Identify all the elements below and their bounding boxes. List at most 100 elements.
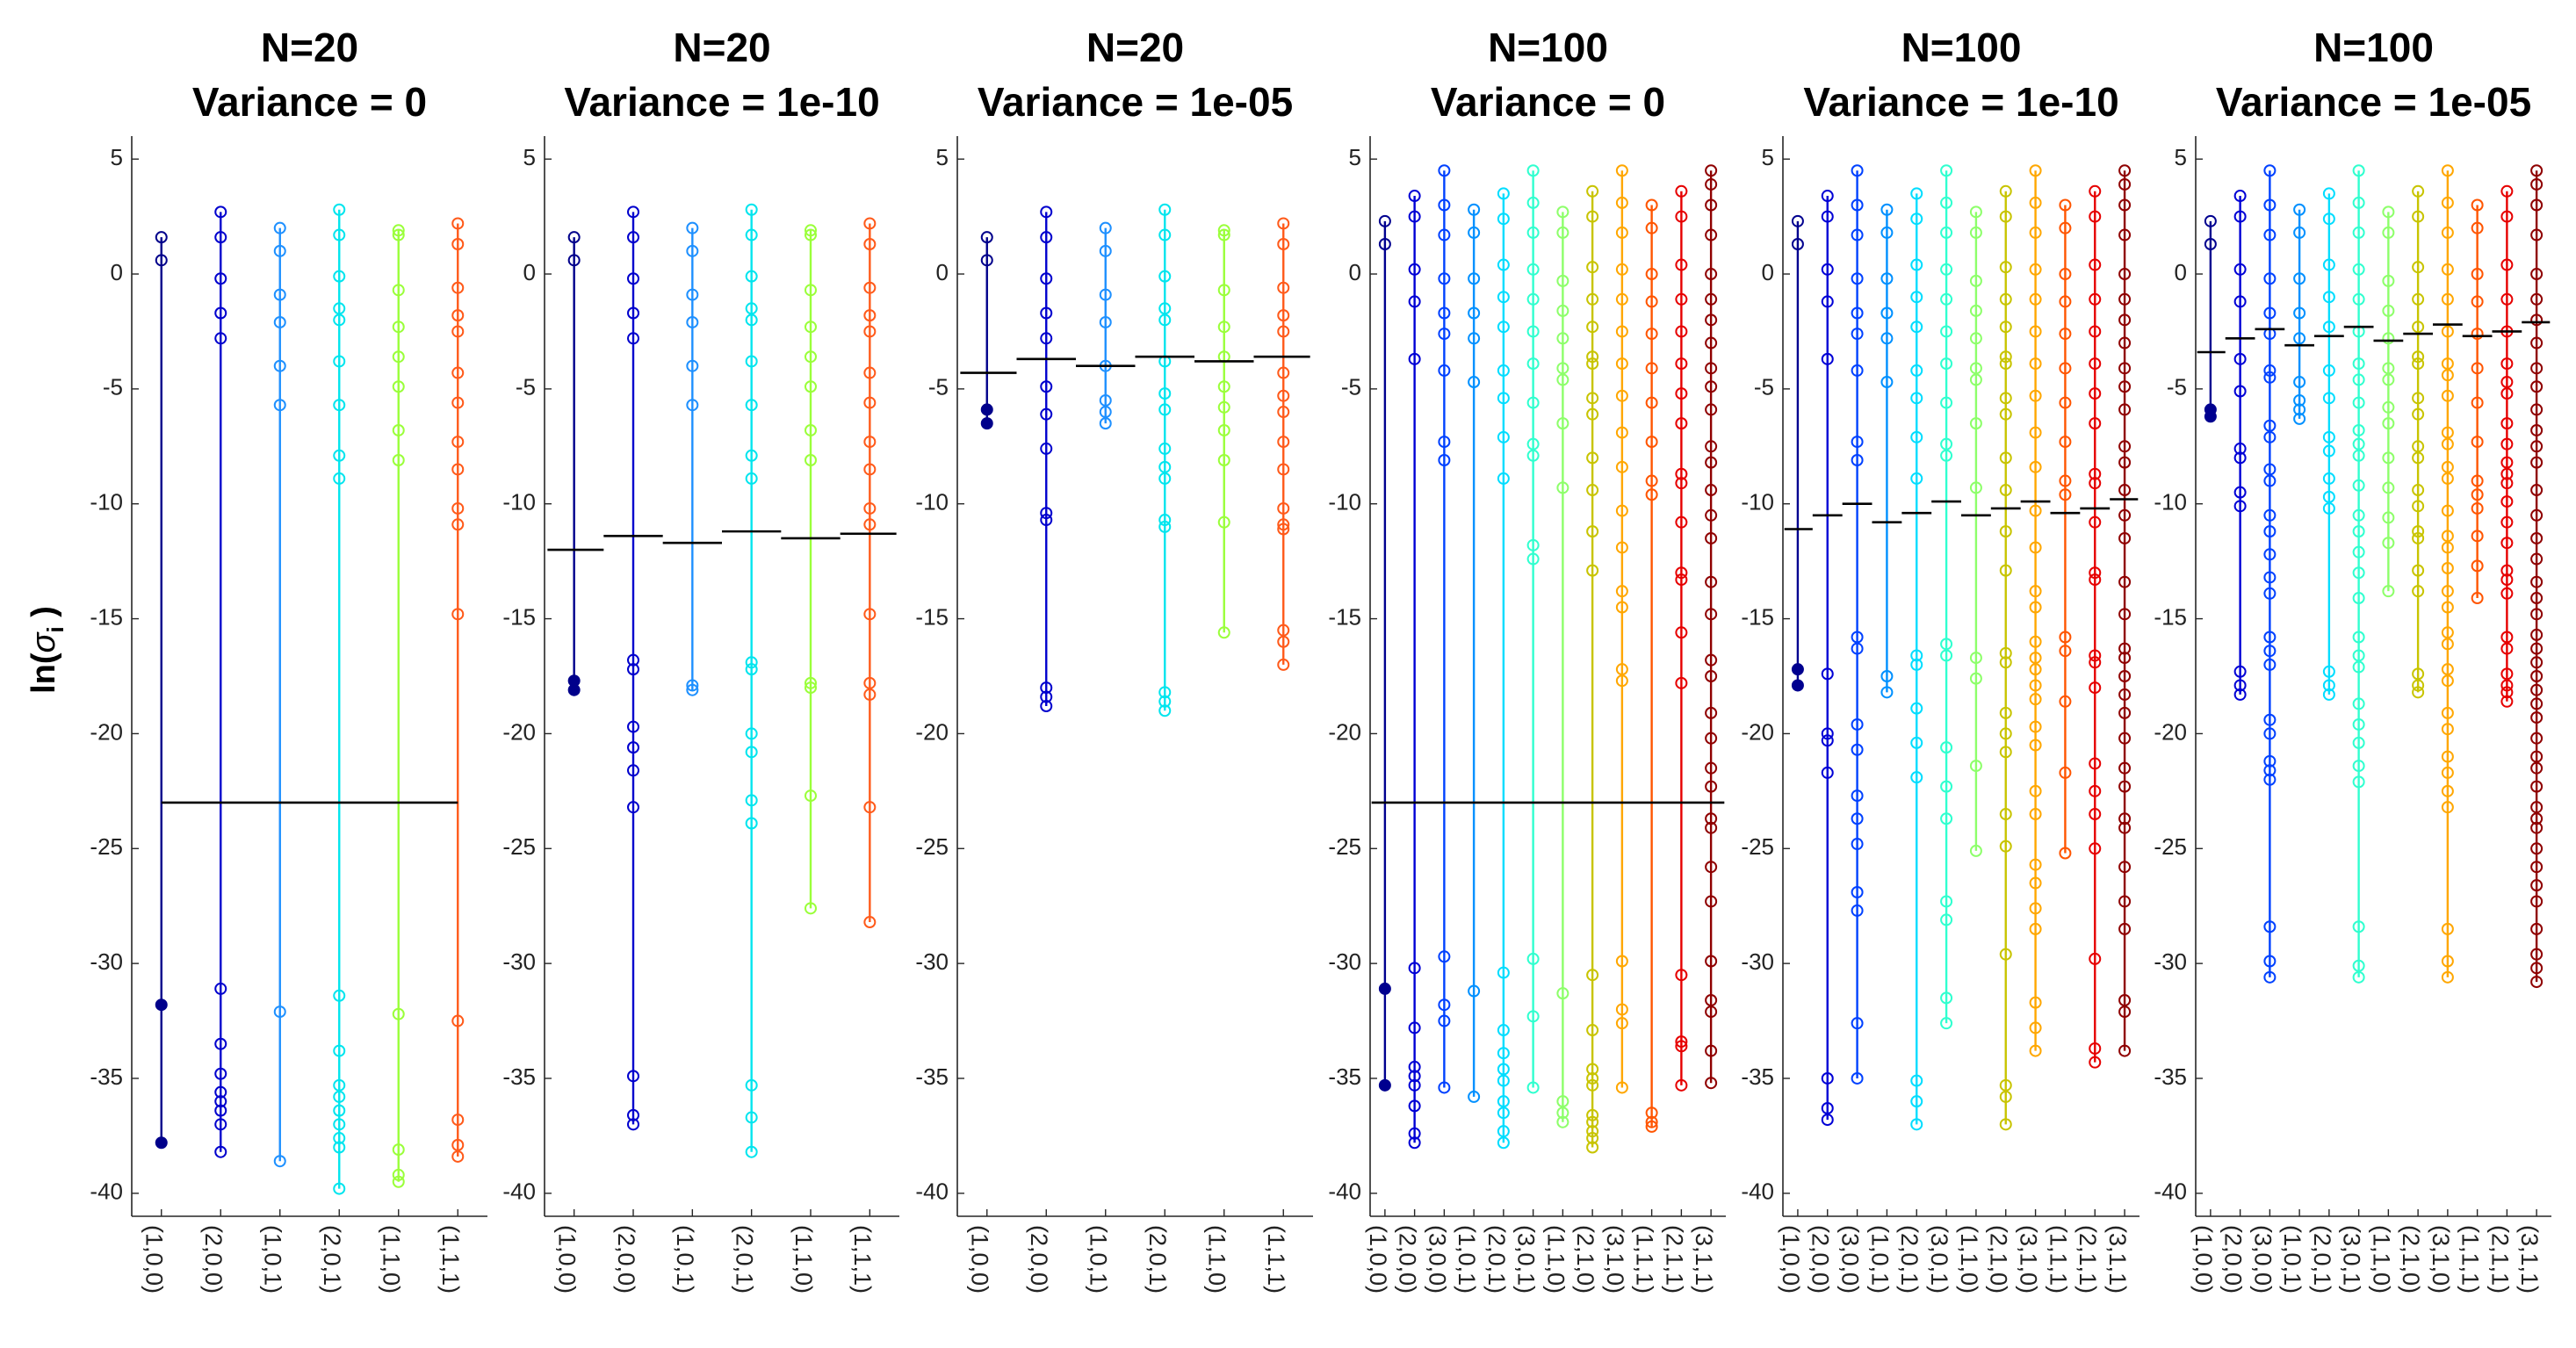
- data-point: [1940, 263, 1953, 276]
- data-point: [1615, 460, 1628, 473]
- data-point: [1556, 417, 1569, 430]
- data-point: [451, 309, 465, 322]
- data-point: [2530, 336, 2544, 350]
- data-point: [1277, 523, 1290, 536]
- y-tick-label: -35: [1328, 1063, 1361, 1090]
- data-point: [2382, 417, 2395, 430]
- data-point: [2500, 210, 2514, 223]
- data-point: [1556, 987, 1569, 1000]
- data-point: [2500, 573, 2514, 587]
- x-tick-label: (3,0,1): [1926, 1225, 1952, 1294]
- data-point: [1675, 184, 1688, 198]
- data-point: [1438, 998, 1451, 1012]
- data-point: [273, 1006, 286, 1019]
- data-point: [2233, 442, 2247, 455]
- data-point: [2118, 670, 2132, 682]
- data-point: [2118, 268, 2132, 281]
- data-point: [1277, 309, 1290, 322]
- data-point: [2441, 292, 2454, 306]
- data-point: [2530, 440, 2544, 453]
- data-point: [567, 254, 581, 267]
- data-point: [2412, 686, 2425, 699]
- data-point: [2530, 922, 2544, 935]
- data-point: [1940, 895, 1953, 908]
- data-point: [333, 1141, 346, 1154]
- data-point: [2500, 456, 2514, 469]
- data-point: [2530, 821, 2544, 834]
- data-point: [1497, 1125, 1510, 1138]
- data-point: [2382, 373, 2395, 386]
- data-point: [1556, 274, 1569, 287]
- data-point: [1497, 187, 1510, 200]
- data-point: [1497, 258, 1510, 271]
- data-point: [2263, 272, 2277, 285]
- data-point: [2263, 764, 2277, 777]
- data-point: [1497, 364, 1510, 377]
- data-point: [1438, 454, 1451, 466]
- data-point: [1615, 226, 1628, 239]
- y-tick-label: -5: [1754, 374, 1774, 400]
- data-point: [1158, 387, 1172, 400]
- data-point: [1040, 700, 1053, 713]
- series-5: [1910, 187, 1923, 1131]
- data-point: [2089, 784, 2102, 797]
- data-point: [1999, 392, 2012, 405]
- data-point: [1099, 393, 1112, 407]
- data-point: [805, 423, 817, 436]
- data-point: [2029, 652, 2042, 665]
- data-point: [2029, 601, 2042, 614]
- data-point: [2029, 164, 2042, 177]
- data-point: [2118, 456, 2132, 469]
- data-point: [1378, 238, 1391, 250]
- y-tick-label: -5: [2167, 374, 2187, 400]
- data-point: [2412, 184, 2425, 198]
- series-5: [1497, 187, 1510, 1150]
- data-point: [1158, 314, 1172, 327]
- x-tick-label: (3,0,1): [2339, 1225, 2365, 1294]
- data-point: [1821, 734, 1834, 747]
- data-point: [2118, 780, 2132, 793]
- data-point: [2530, 801, 2544, 814]
- data-point: [1675, 1078, 1688, 1092]
- data-point: [745, 203, 758, 216]
- data-point: [214, 332, 227, 345]
- y-tick-label: -30: [1741, 948, 1774, 975]
- data-point: [1910, 702, 1923, 715]
- data-point: [1586, 392, 1599, 405]
- data-point: [451, 366, 465, 379]
- data-point: [2233, 679, 2247, 692]
- data-point: [1940, 780, 1953, 793]
- y-tick-label: 5: [1762, 144, 1774, 170]
- x-tick-label: (1,1,0): [1956, 1225, 1982, 1294]
- data-point: [1645, 436, 1658, 449]
- data-point: [2530, 861, 2544, 874]
- data-point: [2118, 652, 2132, 665]
- data-point: [2118, 812, 2132, 825]
- data-point: [1910, 258, 1923, 271]
- data-point: [1910, 658, 1923, 671]
- data-point: [686, 399, 699, 412]
- data-point: [2089, 1056, 2102, 1069]
- data-point: [1705, 403, 1718, 416]
- y-tick-label: -35: [1741, 1063, 1774, 1090]
- data-point: [2352, 697, 2365, 710]
- data-point: [2471, 592, 2484, 605]
- data-point: [2412, 292, 2425, 306]
- data-point: [2530, 732, 2544, 745]
- data-point: [1705, 732, 1718, 745]
- data-point: [1940, 812, 1953, 825]
- data-point: [333, 314, 346, 327]
- x-tick-label: (2,1,1): [1661, 1225, 1687, 1294]
- data-point: [2412, 451, 2425, 465]
- data-point: [1705, 994, 1718, 1006]
- data-point: [2293, 332, 2306, 345]
- y-tick-label: 0: [2175, 259, 2187, 285]
- data-point: [1526, 1010, 1540, 1023]
- data-point: [1675, 210, 1688, 223]
- data-point: [686, 244, 699, 257]
- data-point: [273, 244, 286, 257]
- series-4: [1880, 203, 1894, 699]
- subplot-title-line-1: N=20: [1086, 25, 1184, 70]
- data-point: [2263, 727, 2277, 740]
- data-point: [805, 228, 817, 241]
